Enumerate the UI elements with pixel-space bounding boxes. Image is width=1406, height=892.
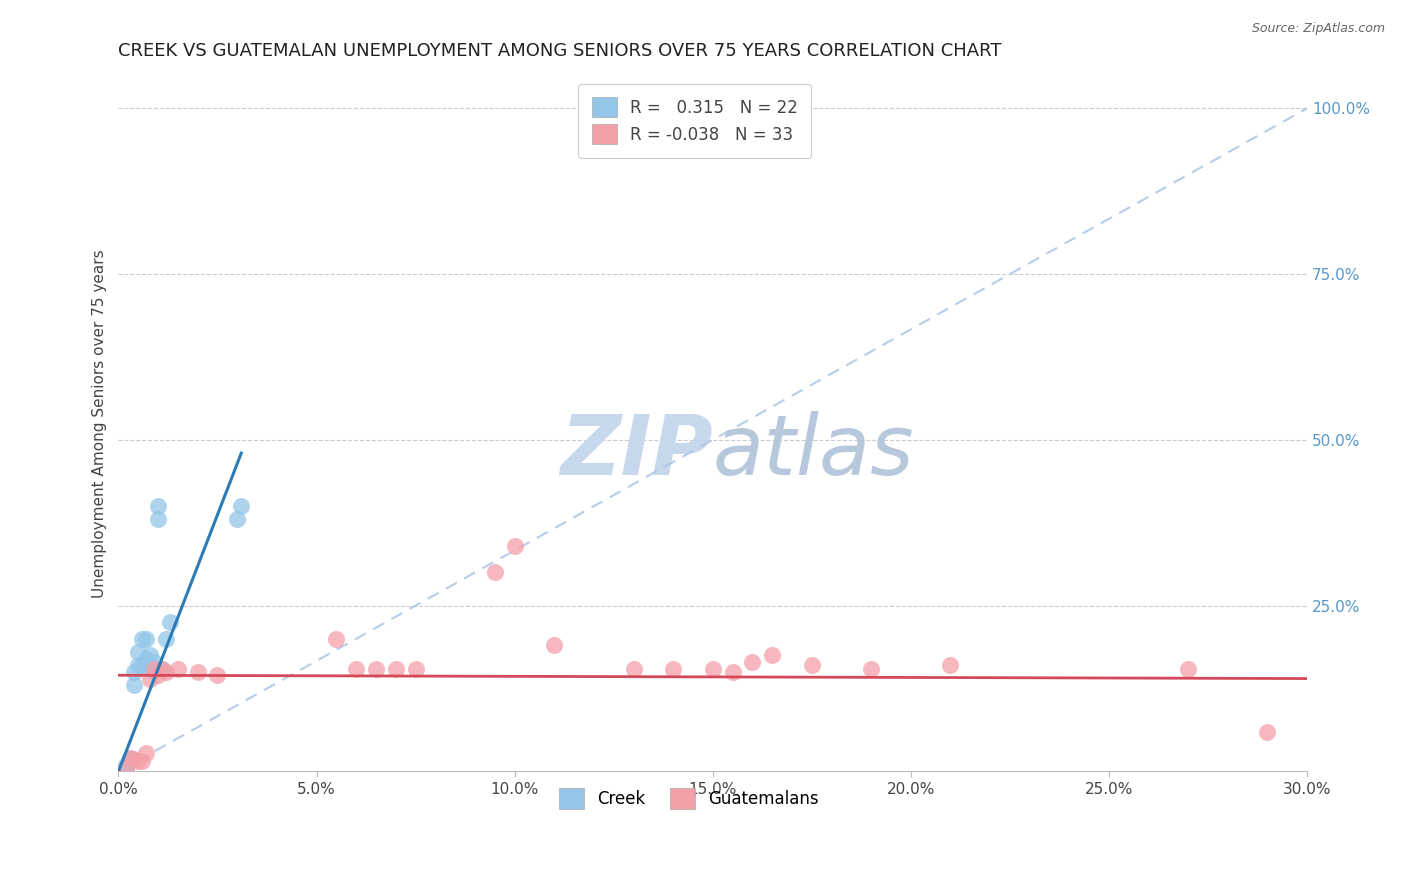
Point — [741, 655, 763, 669]
Point — [159, 615, 181, 630]
Point — [143, 655, 166, 669]
Point — [761, 648, 783, 663]
Point — [187, 665, 209, 679]
Point — [662, 662, 685, 676]
Point — [939, 658, 962, 673]
Point — [155, 665, 177, 679]
Point — [143, 662, 166, 676]
Point — [146, 668, 169, 682]
Point — [115, 757, 138, 772]
Point — [120, 755, 142, 769]
Point — [155, 632, 177, 646]
Text: CREEK VS GUATEMALAN UNEMPLOYMENT AMONG SENIORS OVER 75 YEARS CORRELATION CHART: CREEK VS GUATEMALAN UNEMPLOYMENT AMONG S… — [118, 42, 1002, 60]
Point — [131, 658, 153, 673]
Point — [150, 662, 173, 676]
Point — [702, 662, 724, 676]
Point — [484, 566, 506, 580]
Text: Source: ZipAtlas.com: Source: ZipAtlas.com — [1251, 22, 1385, 36]
Point — [139, 672, 162, 686]
Point — [721, 665, 744, 679]
Point — [167, 662, 190, 676]
Legend: Creek, Guatemalans: Creek, Guatemalans — [553, 781, 825, 815]
Point — [384, 662, 406, 676]
Point — [127, 645, 149, 659]
Point — [127, 658, 149, 673]
Point — [146, 499, 169, 513]
Point — [325, 632, 347, 646]
Point — [135, 746, 157, 760]
Point — [120, 751, 142, 765]
Point — [503, 539, 526, 553]
Point — [131, 755, 153, 769]
Y-axis label: Unemployment Among Seniors over 75 years: Unemployment Among Seniors over 75 years — [93, 249, 107, 598]
Point — [124, 665, 146, 679]
Point — [124, 678, 146, 692]
Point — [127, 755, 149, 769]
Point — [139, 648, 162, 663]
Point — [231, 499, 253, 513]
Point — [131, 632, 153, 646]
Text: atlas: atlas — [713, 410, 914, 491]
Point — [207, 668, 229, 682]
Point — [405, 662, 427, 676]
Point — [860, 662, 883, 676]
Text: ZIP: ZIP — [560, 410, 713, 491]
Point — [135, 632, 157, 646]
Point — [115, 761, 138, 775]
Point — [150, 662, 173, 676]
Point — [120, 751, 142, 765]
Point — [543, 639, 565, 653]
Point — [800, 658, 823, 673]
Point — [135, 651, 157, 665]
Point — [623, 662, 645, 676]
Point — [146, 512, 169, 526]
Point — [115, 761, 138, 775]
Point — [1177, 662, 1199, 676]
Point — [124, 752, 146, 766]
Point — [344, 662, 367, 676]
Point — [226, 512, 249, 526]
Point — [1256, 724, 1278, 739]
Point — [139, 662, 162, 676]
Point — [364, 662, 387, 676]
